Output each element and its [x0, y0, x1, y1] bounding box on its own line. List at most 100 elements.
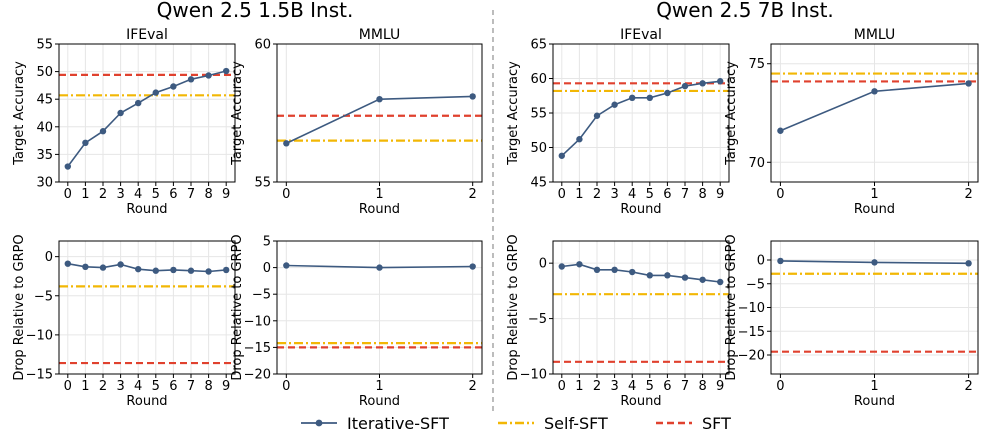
data-point	[99, 128, 107, 135]
data-point	[717, 278, 724, 286]
data-point	[223, 266, 230, 274]
y-tick-label: 45	[530, 176, 547, 191]
y-tick-label: 0	[757, 254, 765, 269]
x-tick-label: 6	[169, 187, 177, 202]
x-tick-label: 2	[964, 379, 972, 394]
x-tick-label: 1	[870, 379, 878, 394]
x-tick-label: 4	[134, 379, 142, 394]
y-tick-label: 55	[530, 107, 547, 122]
data-point	[152, 89, 159, 96]
data-point	[205, 268, 212, 275]
legend-label: Iterative-SFT	[347, 414, 449, 433]
x-tick-label: 2	[964, 187, 972, 202]
x-tick-label: 0	[282, 187, 290, 202]
data-point	[117, 109, 124, 117]
y-tick-label: 45	[36, 93, 53, 108]
y-tick-label: 0	[263, 261, 271, 276]
x-tick-label: 1	[375, 187, 383, 202]
data-point	[629, 268, 636, 276]
data-point	[664, 89, 671, 97]
data-point	[558, 152, 565, 159]
y-tick-label: 0	[45, 250, 53, 265]
x-tick-label: 0	[776, 187, 784, 202]
data-point	[965, 260, 972, 267]
y-tick-label: 50	[36, 65, 53, 80]
x-tick-label: 5	[152, 379, 160, 394]
data-point	[681, 274, 689, 281]
data-point	[135, 99, 142, 107]
legend-iterative-marker	[315, 419, 323, 427]
x-tick-label: 2	[593, 379, 601, 394]
x-tick-label: 5	[646, 187, 654, 202]
y-tick-label: −20	[738, 349, 765, 364]
x-tick-label: 1	[870, 187, 878, 202]
x-axis-label: Round	[620, 394, 661, 409]
x-tick-label: 3	[610, 187, 618, 202]
y-tick-label: −5	[34, 289, 53, 304]
x-tick-label: 7	[187, 379, 195, 394]
data-point	[283, 140, 290, 147]
y-tick-label: 75	[748, 57, 765, 72]
x-tick-label: 9	[716, 379, 724, 394]
data-point	[965, 80, 972, 87]
x-tick-label: 3	[116, 187, 124, 202]
y-tick-label: 55	[254, 176, 271, 191]
data-point	[117, 261, 124, 268]
legend: Iterative-SFT Self-SFT SFT	[301, 414, 731, 433]
x-tick-label: 1	[81, 379, 89, 394]
x-tick-label: 0	[282, 379, 290, 394]
x-tick-label: 4	[628, 187, 636, 202]
data-point	[593, 266, 601, 274]
panel-7: 0 1 2 −20 −15 −10 −5 0 Round Drop Relative to GRP…	[724, 234, 979, 409]
data-point	[170, 266, 177, 274]
data-point	[699, 80, 706, 87]
panel-title: IFEval	[126, 27, 168, 43]
x-tick-label: 6	[663, 379, 671, 394]
x-tick-label: 8	[204, 379, 212, 394]
y-tick-label: −5	[252, 288, 271, 303]
x-tick-label: 2	[469, 379, 477, 394]
y-tick-label: −5	[746, 277, 765, 292]
x-tick-label: 3	[610, 379, 618, 394]
data-point	[99, 264, 107, 271]
x-tick-label: 2	[99, 187, 107, 202]
x-axis-label: Round	[620, 202, 661, 217]
y-axis-label: Drop Relative to GRPO	[506, 234, 521, 380]
x-tick-label: 2	[99, 379, 107, 394]
data-point	[699, 276, 706, 283]
plot-frame	[58, 43, 236, 183]
data-point	[82, 139, 89, 147]
y-tick-label: 0	[539, 257, 547, 272]
data-point	[558, 263, 565, 270]
y-axis-label: Drop Relative to GRPO	[12, 234, 27, 380]
x-tick-label: 9	[716, 187, 724, 202]
y-tick-label: −15	[244, 341, 271, 356]
data-point	[469, 263, 476, 270]
y-tick-label: 55	[36, 38, 53, 53]
group-title-right: Qwen 2.5 7B Inst.	[656, 0, 834, 22]
y-tick-label: −10	[26, 328, 53, 343]
plot-frame	[58, 240, 236, 375]
x-tick-label: 4	[134, 187, 142, 202]
x-tick-label: 8	[698, 379, 706, 394]
iterative-sft-line	[561, 263, 721, 283]
x-tick-label: 5	[646, 379, 654, 394]
x-tick-label: 2	[593, 187, 601, 202]
y-tick-label: 60	[254, 38, 271, 53]
legend-label: SFT	[702, 414, 731, 433]
x-tick-label: 9	[222, 187, 230, 202]
x-tick-label: 1	[375, 379, 383, 394]
x-tick-label: 1	[81, 187, 89, 202]
data-point	[717, 78, 724, 85]
panel-5: 0 1 2 −20 −15 −10 −5 0 5 Round Drop Relative to GR…	[230, 234, 483, 409]
data-point	[283, 262, 290, 269]
x-tick-label: 6	[663, 187, 671, 202]
data-point	[646, 272, 653, 279]
data-point	[871, 259, 878, 266]
data-point	[187, 267, 195, 274]
data-point	[64, 163, 72, 170]
x-tick-label: 2	[469, 187, 477, 202]
data-point	[777, 127, 784, 134]
y-axis-label: Drop Relative to GRPO	[230, 234, 245, 380]
data-point	[871, 88, 878, 95]
